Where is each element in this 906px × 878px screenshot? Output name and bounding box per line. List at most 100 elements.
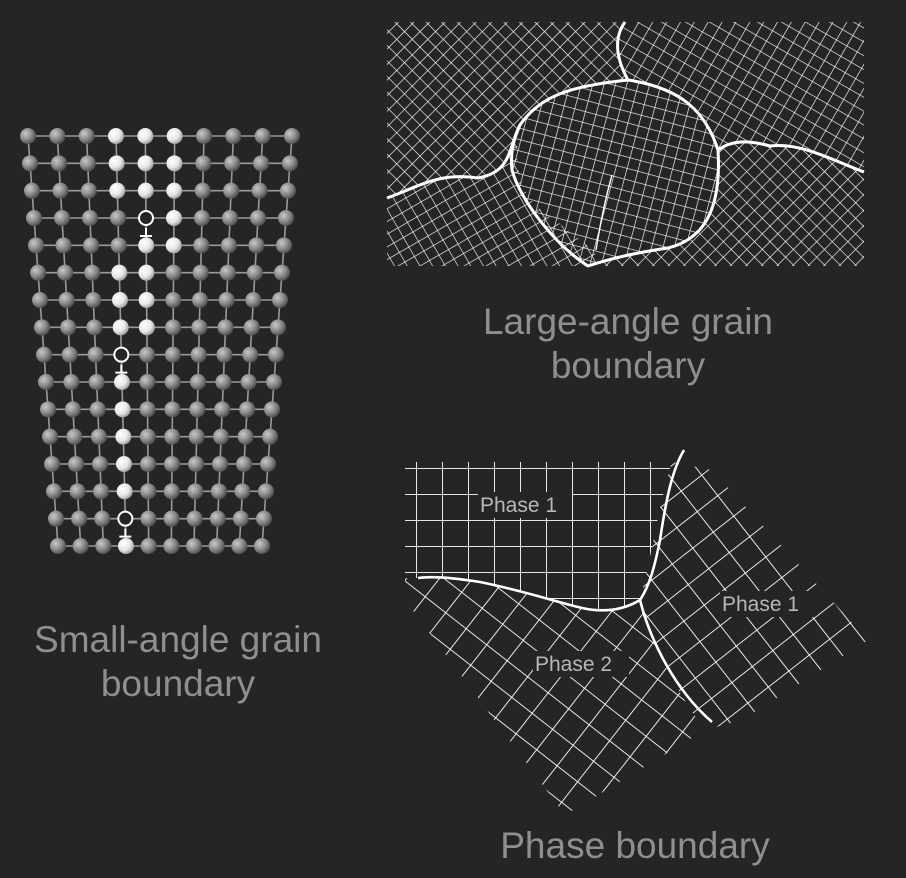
lattice-atom: [233, 511, 249, 527]
lattice-atom: [245, 292, 261, 308]
lattice-atom: [164, 483, 180, 499]
lattice-bonds: [28, 136, 292, 546]
lattice-atom: [140, 429, 156, 445]
lattice-atom: [51, 155, 67, 171]
boundary-atom: [114, 374, 130, 390]
lattice-atom: [189, 429, 205, 445]
boundary-atom: [113, 319, 129, 335]
boundary-atom: [117, 483, 133, 499]
lattice-atom: [280, 183, 296, 199]
dislocation-symbol: [140, 228, 152, 236]
lattice-atom: [49, 128, 65, 144]
lattice-atom: [164, 429, 180, 445]
lattice-atom: [195, 155, 211, 171]
lattice-atom: [110, 210, 126, 226]
lattice-atom: [187, 511, 203, 527]
lattice-atom: [256, 511, 272, 527]
lattice-atom: [81, 183, 97, 199]
boundary-atom: [111, 265, 127, 281]
lattice-atom: [224, 155, 240, 171]
lattice-atom: [194, 210, 210, 226]
lattice-atom: [68, 456, 84, 472]
boundary-atom: [166, 155, 182, 171]
lattice-atom: [218, 319, 234, 335]
phase1-top-label: Phase 1: [480, 494, 557, 517]
lattice-atom: [46, 483, 62, 499]
dislocation-symbol: [115, 365, 127, 373]
lattice-atom: [91, 429, 107, 445]
lattice-atom: [284, 128, 300, 144]
lattice-atom: [24, 183, 40, 199]
boundary-atom: [167, 128, 183, 144]
lattice-atom: [94, 511, 110, 527]
lattice-atom: [82, 210, 98, 226]
lattice-atom: [54, 210, 70, 226]
boundary-atom: [166, 237, 182, 253]
lattice-atom: [209, 538, 225, 554]
large-angle-diagram: [387, 22, 864, 266]
lattice-atom: [213, 429, 229, 445]
lattice-atom: [30, 265, 46, 281]
lattice-atom: [223, 183, 239, 199]
lattice-atom: [80, 155, 96, 171]
lattice-atom: [278, 210, 294, 226]
lattice-atom: [84, 265, 100, 281]
lattice-atom: [139, 374, 155, 390]
lattice-atom: [70, 483, 86, 499]
lattice-atom: [188, 456, 204, 472]
lattice-atom: [95, 538, 111, 554]
lattice-atom: [50, 538, 66, 554]
lattice-atom: [140, 401, 156, 417]
lattice-atom: [38, 374, 54, 390]
lattice-atom: [165, 319, 181, 335]
lattice-atom: [192, 292, 208, 308]
lattice-atom: [63, 374, 79, 390]
boundary-atom: [118, 538, 134, 554]
lattice-atom: [140, 483, 156, 499]
lattice-atom: [139, 347, 155, 363]
lattice-atom: [163, 538, 179, 554]
lattice-atom: [186, 538, 202, 554]
lattice-atom: [88, 347, 104, 363]
vacancy-marker: [118, 512, 132, 526]
lattice-atom: [190, 374, 206, 390]
lattice-atom: [32, 292, 48, 308]
lattice-atom: [71, 511, 87, 527]
lattice-atom: [73, 538, 89, 554]
lattice-atom: [196, 128, 212, 144]
boundary-atom: [166, 210, 182, 226]
lattice-atom: [215, 374, 231, 390]
boundary-atom: [138, 265, 154, 281]
phase-boundary-diagram: Phase 1 Phase 1 Phase 2: [380, 440, 880, 840]
phase-boundary-caption: Phase boundary: [470, 824, 800, 868]
lattice-atom: [254, 538, 270, 554]
lattice-atom: [236, 456, 252, 472]
lattice-atom: [282, 155, 298, 171]
boundary-atom: [137, 128, 153, 144]
phase2-label: Phase 2: [535, 653, 612, 676]
lattice-atom: [36, 347, 52, 363]
lattice-atom: [212, 456, 228, 472]
lattice-atom: [247, 265, 263, 281]
lattice-atom: [140, 511, 156, 527]
lattice-atom: [234, 483, 250, 499]
lattice-atom: [164, 456, 180, 472]
lattice-atom: [225, 128, 241, 144]
large-angle-caption: Large-angle grain boundary: [440, 300, 816, 388]
lattice-atom: [214, 401, 230, 417]
boundary-atom: [138, 183, 154, 199]
lattice-atom: [195, 183, 211, 199]
small-angle-lattice: [20, 128, 300, 554]
lattice-atom: [262, 429, 278, 445]
lattice-atom: [44, 456, 60, 472]
lattice-atom: [165, 374, 181, 390]
lattice-atom: [219, 292, 235, 308]
lattice-atom: [187, 483, 203, 499]
lattice-atom: [66, 429, 82, 445]
lattice-atom: [111, 237, 127, 253]
lattice-atom: [220, 265, 236, 281]
lattice-atom: [165, 347, 181, 363]
lattice-atom: [250, 210, 266, 226]
dislocation-symbol: [119, 529, 131, 537]
